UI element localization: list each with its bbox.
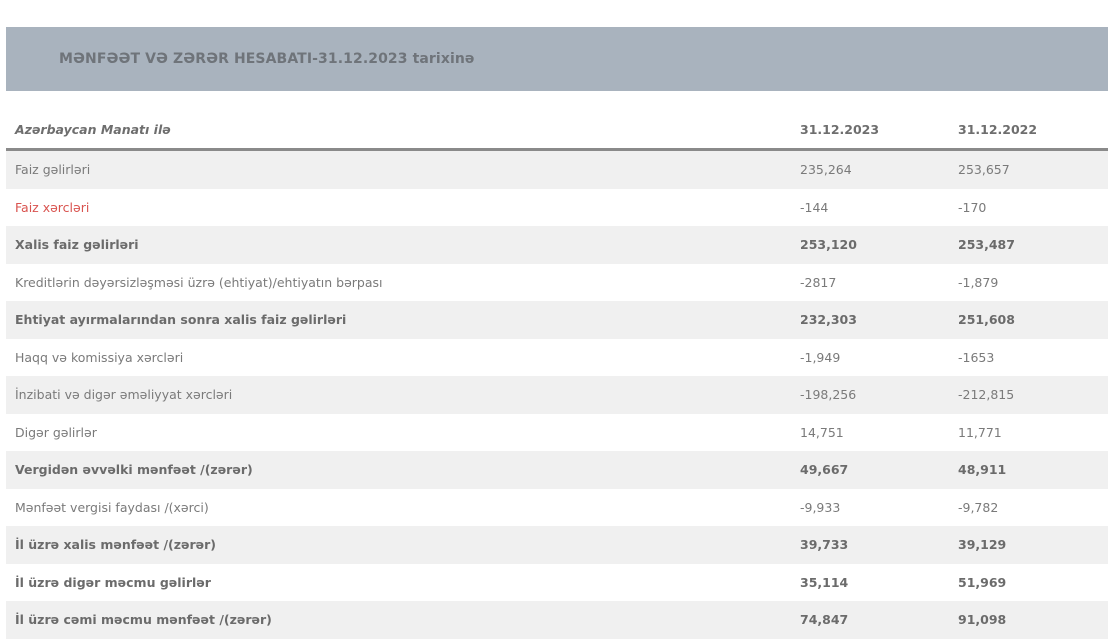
value-2023: 49,667 bbox=[800, 451, 958, 489]
header-currency: Azərbaycan Manatı ilə bbox=[6, 110, 800, 151]
value-2022: 11,771 bbox=[958, 424, 1002, 440]
value-2022: 91,098 bbox=[958, 601, 1108, 639]
value-2022: 253,487 bbox=[958, 226, 1108, 264]
income-statement-table: Azərbaycan Manatı ilə 31.12.2023 31.12.2… bbox=[6, 110, 1108, 639]
value-2022: -1,879 bbox=[958, 274, 999, 290]
table-row: Xalis faiz gəlirləri 253,120 253,487 bbox=[6, 226, 1108, 264]
row-label: Vergidən əvvəlki mənfəət /(zərər) bbox=[6, 451, 800, 489]
value-2023: 74,847 bbox=[800, 601, 958, 639]
table-row: Kreditlərin dəyərsizləşməsi üzrə (ehtiya… bbox=[6, 264, 1108, 302]
header-2022: 31.12.2022 bbox=[958, 110, 1108, 151]
table-row: Ehtiyat ayırmalarından sonra xalis faiz … bbox=[6, 301, 1108, 339]
value-2022: 39,129 bbox=[958, 526, 1108, 564]
value-2023: -144 bbox=[800, 199, 829, 215]
table-row: Digər gəlirlər 14,751 11,771 bbox=[6, 414, 1108, 452]
table-row: Faiz gəlirləri 235,264 253,657 bbox=[6, 149, 1108, 189]
table-row: Mənfəət vergisi faydası /(xərci) -9,933 -9… bbox=[6, 489, 1108, 527]
row-label: Ehtiyat ayırmalarından sonra xalis faiz … bbox=[6, 301, 800, 339]
value-2023: 35,114 bbox=[800, 574, 849, 590]
value-2023: 39,733 bbox=[800, 526, 958, 564]
value-2022: 251,608 bbox=[958, 301, 1108, 339]
row-label: İl üzrə cəmi məcmu mənfəət /(zərər) bbox=[6, 601, 800, 639]
value-2023: -198,256 bbox=[800, 376, 958, 414]
value-2022: -9,782 bbox=[958, 499, 999, 515]
value-2023: -1,949 bbox=[800, 349, 841, 365]
row-label: İl üzrə xalis mənfəət /(zərər) bbox=[6, 526, 800, 564]
value-2022: 51,969 bbox=[958, 574, 1007, 590]
value-2022: 253,657 bbox=[958, 149, 1108, 189]
row-label: İl üzrə digər məcmu gəlirlər bbox=[15, 574, 211, 590]
value-2023: 14,751 bbox=[800, 424, 844, 440]
value-2023: 253,120 bbox=[800, 226, 958, 264]
header-2023: 31.12.2023 bbox=[800, 110, 958, 151]
row-label: Faiz gəlirləri bbox=[6, 149, 800, 189]
table-row: İnzibati və digər əməliyyat xərcləri -198… bbox=[6, 376, 1108, 414]
row-label: Mənfəət vergisi faydası /(xərci) bbox=[15, 499, 209, 515]
table-row: İl üzrə digər məcmu gəlirlər 35,114 51,969 bbox=[6, 564, 1108, 602]
value-2022: -1653 bbox=[958, 349, 995, 365]
table-row: Faiz xərcləri -144 -170 bbox=[6, 189, 1108, 227]
table-header-row: Azərbaycan Manatı ilə 31.12.2023 31.12.2… bbox=[6, 110, 1108, 151]
value-2023: 232,303 bbox=[800, 301, 958, 339]
title-band: MƏNFƏƏT VƏ ZƏRƏR HESABATI-31.12.2023 tar… bbox=[6, 27, 1108, 91]
row-label: İnzibati və digər əməliyyat xərcləri bbox=[6, 376, 800, 414]
table-row: İl üzrə cəmi məcmu mənfəət /(zərər) 74,84… bbox=[6, 601, 1108, 639]
row-label: Kreditlərin dəyərsizləşməsi üzrə (ehtiya… bbox=[15, 274, 383, 290]
value-2023: -9,933 bbox=[800, 499, 841, 515]
row-label: Digər gəlirlər bbox=[15, 424, 97, 440]
value-2022: 48,911 bbox=[958, 451, 1108, 489]
value-2023: -2817 bbox=[800, 274, 837, 290]
table-row: İl üzrə xalis mənfəət /(zərər) 39,733 39,1… bbox=[6, 526, 1108, 564]
row-label: Faiz xərcləri bbox=[15, 199, 90, 215]
value-2023: 235,264 bbox=[800, 149, 958, 189]
row-label: Xalis faiz gəlirləri bbox=[6, 226, 800, 264]
page-title: MƏNFƏƏT VƏ ZƏRƏR HESABATI-31.12.2023 tar… bbox=[59, 51, 475, 67]
row-label: Haqq və komissiya xərcləri bbox=[15, 349, 184, 365]
table-row: Vergidən əvvəlki mənfəət /(zərər) 49,667 4… bbox=[6, 451, 1108, 489]
table-row: Haqq və komissiya xərcləri -1,949 -1653 bbox=[6, 339, 1108, 377]
value-2022: -170 bbox=[958, 199, 987, 215]
value-2022: -212,815 bbox=[958, 376, 1108, 414]
